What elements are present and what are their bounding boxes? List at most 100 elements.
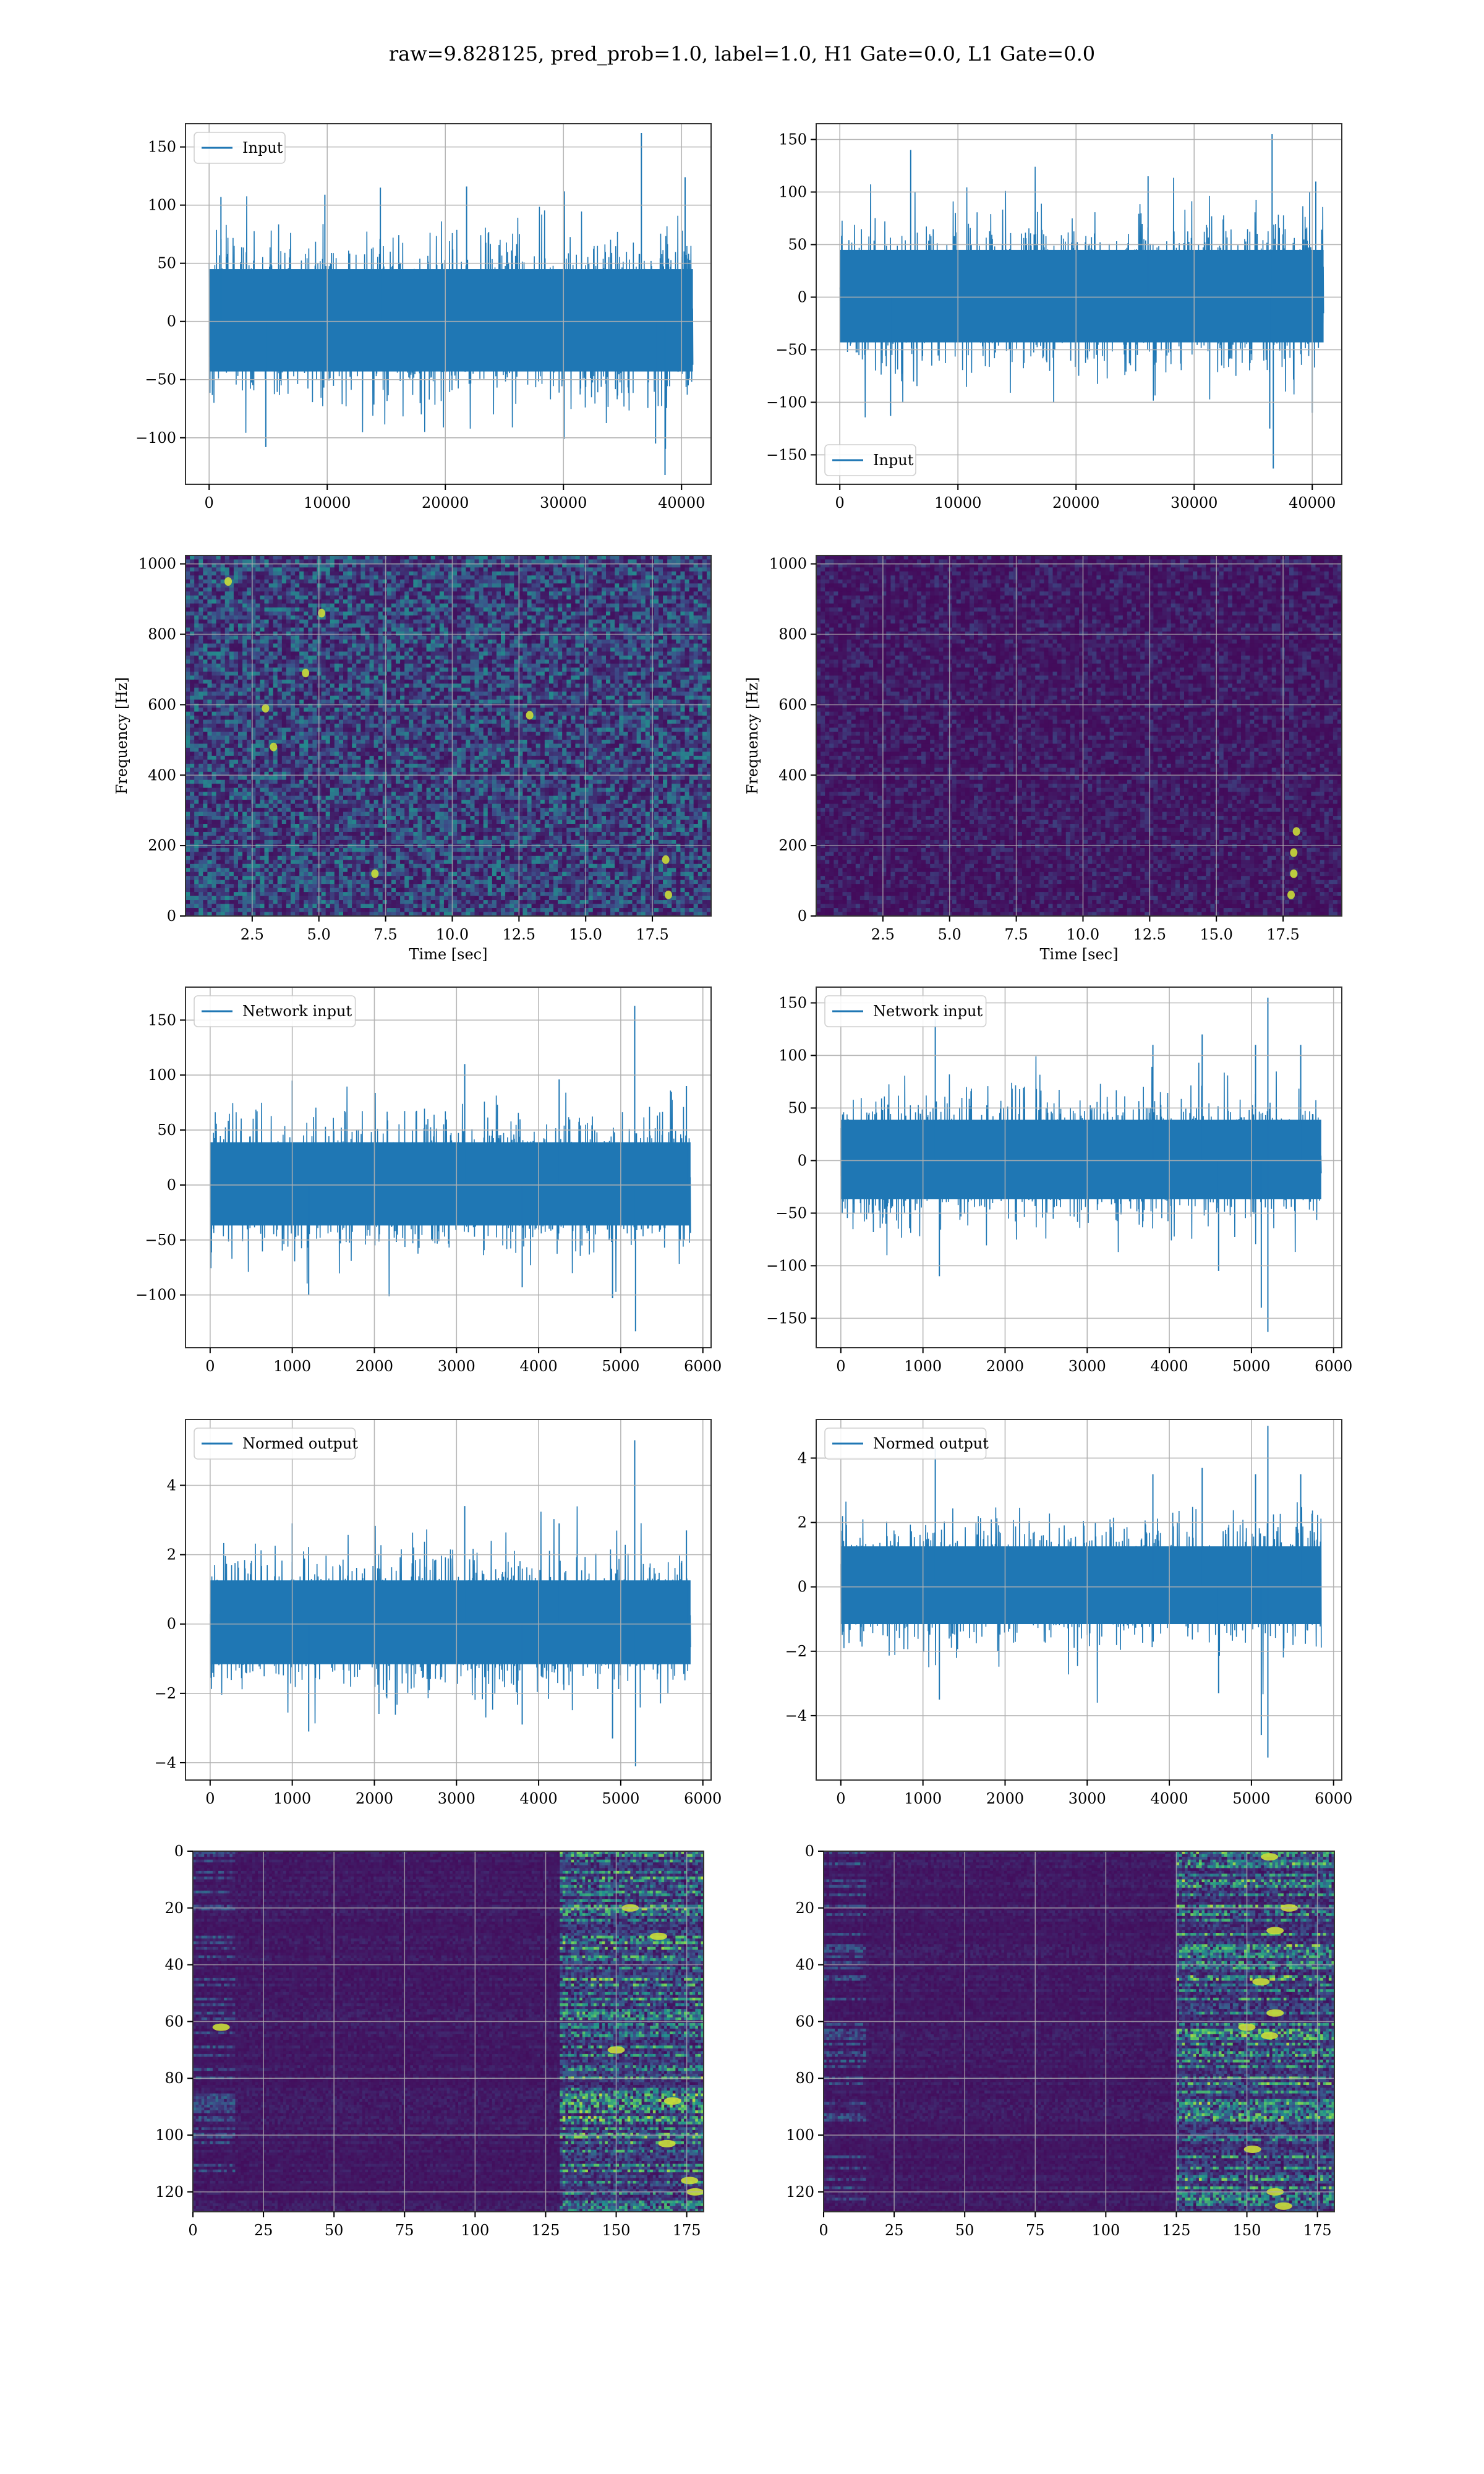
legend-label: Normed output bbox=[873, 1435, 989, 1452]
x-tick-label: 3000 bbox=[1068, 1790, 1106, 1807]
x-tick-label: 2000 bbox=[356, 1358, 393, 1375]
legend: Input bbox=[825, 445, 916, 476]
plot-area bbox=[210, 1440, 691, 1766]
x-tick-label: 3000 bbox=[1068, 1358, 1106, 1375]
x-tick-label: 4000 bbox=[1151, 1358, 1188, 1375]
y-tick-label: 800 bbox=[778, 626, 807, 643]
y-tick-label: 100 bbox=[778, 183, 807, 200]
y-tick-label: −50 bbox=[775, 1204, 807, 1222]
y-tick-label: 0 bbox=[167, 313, 176, 330]
x-tick-label: 3000 bbox=[438, 1790, 475, 1807]
plot-area bbox=[824, 1851, 1335, 2212]
x-tick-label: 0 bbox=[205, 1790, 215, 1807]
y-tick-label: 200 bbox=[778, 837, 807, 854]
hotspot-9 bbox=[1275, 2202, 1292, 2210]
hotspot-8 bbox=[371, 870, 378, 878]
x-tick-label: 30000 bbox=[540, 494, 587, 511]
x-tick-label: 6000 bbox=[1315, 1790, 1352, 1807]
hotspot-7 bbox=[224, 577, 232, 586]
hotspot-2 bbox=[1290, 849, 1297, 857]
x-tick-label: 175 bbox=[673, 2222, 701, 2239]
y-tick-label: 400 bbox=[778, 766, 807, 784]
legend: Normed output bbox=[825, 1428, 989, 1459]
x-tick-label: 30000 bbox=[1171, 494, 1217, 511]
y-tick-label: −100 bbox=[135, 429, 176, 447]
x-tick-label: 2000 bbox=[986, 1358, 1024, 1375]
series-band bbox=[210, 1580, 691, 1664]
x-tick-label: 4000 bbox=[1151, 1790, 1188, 1807]
y-tick-label: 0 bbox=[167, 907, 176, 925]
hotspot-6 bbox=[213, 2024, 230, 2031]
heatmap-cells bbox=[186, 555, 712, 917]
y-tick-label: 100 bbox=[155, 2126, 184, 2144]
x-tick-label: 3000 bbox=[438, 1358, 475, 1375]
y-tick-label: 100 bbox=[786, 2126, 814, 2144]
heatmap-cells bbox=[816, 555, 1342, 917]
y-tick-label: 100 bbox=[148, 1066, 176, 1084]
y-tick-label: 60 bbox=[795, 2013, 814, 2030]
legend: Network input bbox=[194, 996, 356, 1027]
x-tick-label: 1000 bbox=[904, 1790, 942, 1807]
y-tick-label: 1000 bbox=[139, 555, 176, 573]
y-tick-label: 150 bbox=[148, 1011, 176, 1029]
hotspot-3 bbox=[270, 743, 277, 751]
x-tick-label: 1000 bbox=[904, 1358, 942, 1375]
x-axis-label: Time [sec] bbox=[1040, 946, 1119, 963]
hotspot-1 bbox=[1290, 870, 1297, 878]
x-tick-label: 7.5 bbox=[1005, 926, 1028, 943]
x-tick-label: 20000 bbox=[1052, 494, 1099, 511]
hotspot-4 bbox=[1266, 2010, 1284, 2017]
plot-area bbox=[841, 1426, 1321, 1757]
legend-label: Network input bbox=[242, 1003, 352, 1020]
y-tick-label: 2 bbox=[167, 1546, 176, 1564]
x-tick-label: 5000 bbox=[1232, 1790, 1270, 1807]
x-tick-label: 1000 bbox=[273, 1358, 311, 1375]
legend-label: Network input bbox=[873, 1003, 983, 1020]
x-tick-label: 50 bbox=[955, 2222, 974, 2239]
hotspot-5 bbox=[659, 2140, 676, 2147]
y-tick-label: 80 bbox=[164, 2070, 184, 2087]
hotspot-6 bbox=[1261, 2032, 1278, 2039]
x-tick-label: 15.0 bbox=[569, 926, 602, 943]
plot-area bbox=[209, 133, 693, 475]
hotspot-3 bbox=[1293, 827, 1300, 836]
x-tick-label: 7.5 bbox=[374, 926, 398, 943]
x-tick-label: 2.5 bbox=[871, 926, 895, 943]
series-band bbox=[209, 269, 693, 372]
x-tick-label: 1000 bbox=[273, 1790, 311, 1807]
y-tick-label: 0 bbox=[798, 1578, 807, 1596]
x-tick-label: 17.5 bbox=[636, 926, 668, 943]
y-tick-label: 200 bbox=[148, 837, 176, 854]
x-tick-label: 125 bbox=[532, 2222, 560, 2239]
legend: Network input bbox=[825, 996, 986, 1027]
x-tick-label: 10.0 bbox=[1067, 926, 1099, 943]
x-tick-label: 5.0 bbox=[307, 926, 331, 943]
chart-l1-input: 0 10000 20000 30000 40000−150−100−5005010015… bbox=[766, 124, 1342, 511]
chart-l1-network-input: 0 1000 2000 3000 4000 5000 6000−150−100−500501… bbox=[766, 987, 1352, 1375]
plot-area bbox=[840, 134, 1323, 469]
x-tick-label: 40000 bbox=[658, 494, 705, 511]
x-tick-label: 5.0 bbox=[938, 926, 962, 943]
x-tick-label: 5000 bbox=[602, 1790, 639, 1807]
y-tick-label: −2 bbox=[785, 1643, 807, 1660]
plot-area bbox=[816, 555, 1342, 917]
hotspot-0 bbox=[1287, 891, 1295, 899]
hotspot-3 bbox=[681, 2177, 698, 2185]
x-tick-label: 6000 bbox=[684, 1358, 722, 1375]
y-tick-label: 800 bbox=[148, 626, 176, 643]
x-tick-label: 2000 bbox=[356, 1790, 393, 1807]
x-tick-label: 0 bbox=[836, 1358, 845, 1375]
y-tick-label: −150 bbox=[766, 1309, 807, 1327]
x-tick-label: 2000 bbox=[986, 1790, 1024, 1807]
x-tick-label: 75 bbox=[395, 2222, 414, 2239]
y-tick-label: 0 bbox=[167, 1176, 176, 1194]
legend-label: Input bbox=[873, 452, 914, 469]
y-tick-label: 0 bbox=[174, 1843, 184, 1860]
y-tick-label: 80 bbox=[795, 2070, 814, 2087]
x-tick-label: 75 bbox=[1026, 2222, 1045, 2239]
y-tick-label: −4 bbox=[155, 1754, 176, 1771]
y-tick-label: −150 bbox=[766, 446, 807, 463]
y-tick-label: 150 bbox=[778, 994, 807, 1011]
y-tick-label: −50 bbox=[145, 1231, 176, 1249]
